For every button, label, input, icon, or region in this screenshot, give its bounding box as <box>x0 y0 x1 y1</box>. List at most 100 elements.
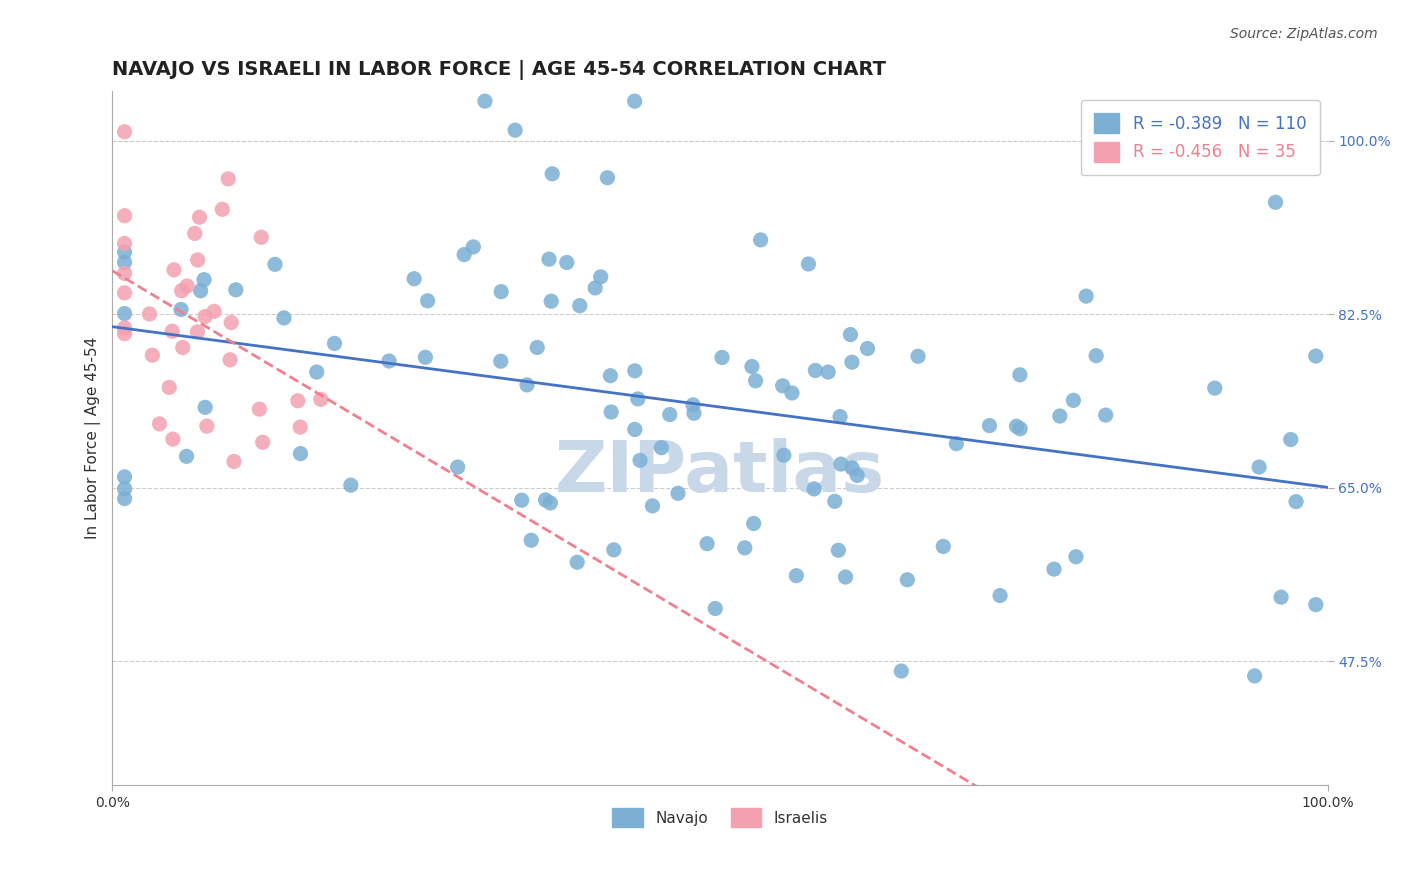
Point <box>583 281 606 295</box>
Point <box>252 435 274 450</box>
Point <box>170 284 193 298</box>
Point <box>1204 381 1226 395</box>
Point <box>378 354 401 368</box>
Point <box>219 352 242 367</box>
Point <box>194 310 217 324</box>
Point <box>828 409 851 424</box>
Point <box>628 453 651 467</box>
Point <box>138 307 160 321</box>
Point <box>447 460 470 475</box>
Point <box>114 245 136 260</box>
Point <box>589 269 612 284</box>
Point <box>641 499 664 513</box>
Point <box>114 307 136 321</box>
Point <box>1049 409 1071 423</box>
Point <box>704 601 727 615</box>
Point <box>1270 591 1292 605</box>
Point <box>1094 408 1116 422</box>
Y-axis label: In Labor Force | Age 45-54: In Labor Force | Age 45-54 <box>86 337 101 540</box>
Point <box>534 492 557 507</box>
Point <box>568 299 591 313</box>
Point <box>841 461 863 475</box>
Point <box>1243 669 1265 683</box>
Point <box>541 167 564 181</box>
Point <box>1305 349 1327 363</box>
Point <box>323 336 346 351</box>
Point <box>250 230 273 244</box>
Point <box>1062 393 1084 408</box>
Point <box>463 240 485 254</box>
Point <box>666 486 689 500</box>
Text: ZIPatlas: ZIPatlas <box>555 438 886 508</box>
Point <box>211 202 233 217</box>
Point <box>856 342 879 356</box>
Point <box>190 284 212 298</box>
Point <box>742 516 765 531</box>
Point <box>114 255 136 269</box>
Point <box>827 543 849 558</box>
Point <box>932 540 955 554</box>
Point <box>623 94 645 108</box>
Point <box>830 457 852 471</box>
Point <box>1264 195 1286 210</box>
Point <box>623 364 645 378</box>
Point <box>600 405 623 419</box>
Point <box>176 279 198 293</box>
Point <box>567 555 589 569</box>
Point <box>114 321 136 335</box>
Point <box>1085 349 1108 363</box>
Point <box>772 379 794 393</box>
Point <box>114 482 136 496</box>
Point <box>141 348 163 362</box>
Point <box>162 432 184 446</box>
Point <box>623 422 645 436</box>
Point <box>309 392 332 407</box>
Point <box>846 468 869 483</box>
Point <box>194 401 217 415</box>
Point <box>516 377 538 392</box>
Point <box>526 341 548 355</box>
Text: Source: ZipAtlas.com: Source: ZipAtlas.com <box>1230 27 1378 41</box>
Point <box>114 236 136 251</box>
Point <box>749 233 772 247</box>
Point <box>202 304 225 318</box>
Point <box>287 393 309 408</box>
Point <box>988 589 1011 603</box>
Point <box>896 573 918 587</box>
Point <box>290 447 312 461</box>
Text: NAVAJO VS ISRAELI IN LABOR FORCE | AGE 45-54 CORRELATION CHART: NAVAJO VS ISRAELI IN LABOR FORCE | AGE 4… <box>112 60 886 79</box>
Point <box>979 418 1001 433</box>
Point <box>114 266 136 280</box>
Point <box>273 310 295 325</box>
Point <box>225 283 247 297</box>
Point <box>711 351 734 365</box>
Point <box>114 285 136 300</box>
Point <box>503 123 526 137</box>
Point <box>305 365 328 379</box>
Point <box>1305 598 1327 612</box>
Point <box>184 227 207 241</box>
Point <box>797 257 820 271</box>
Point <box>1008 368 1031 382</box>
Point <box>650 441 672 455</box>
Point <box>780 386 803 401</box>
Point <box>157 380 180 394</box>
Point <box>114 491 136 506</box>
Point <box>1279 433 1302 447</box>
Point <box>890 664 912 678</box>
Point <box>945 436 967 450</box>
Point <box>340 478 363 492</box>
Point <box>186 325 208 339</box>
Point <box>683 406 706 420</box>
Point <box>744 374 766 388</box>
Point <box>474 94 496 108</box>
Point <box>785 568 807 582</box>
Point <box>195 419 218 434</box>
Point <box>773 448 796 462</box>
Point <box>1064 549 1087 564</box>
Point <box>696 537 718 551</box>
Point <box>1076 289 1098 303</box>
Point <box>520 533 543 548</box>
Point <box>114 470 136 484</box>
Point <box>803 482 825 496</box>
